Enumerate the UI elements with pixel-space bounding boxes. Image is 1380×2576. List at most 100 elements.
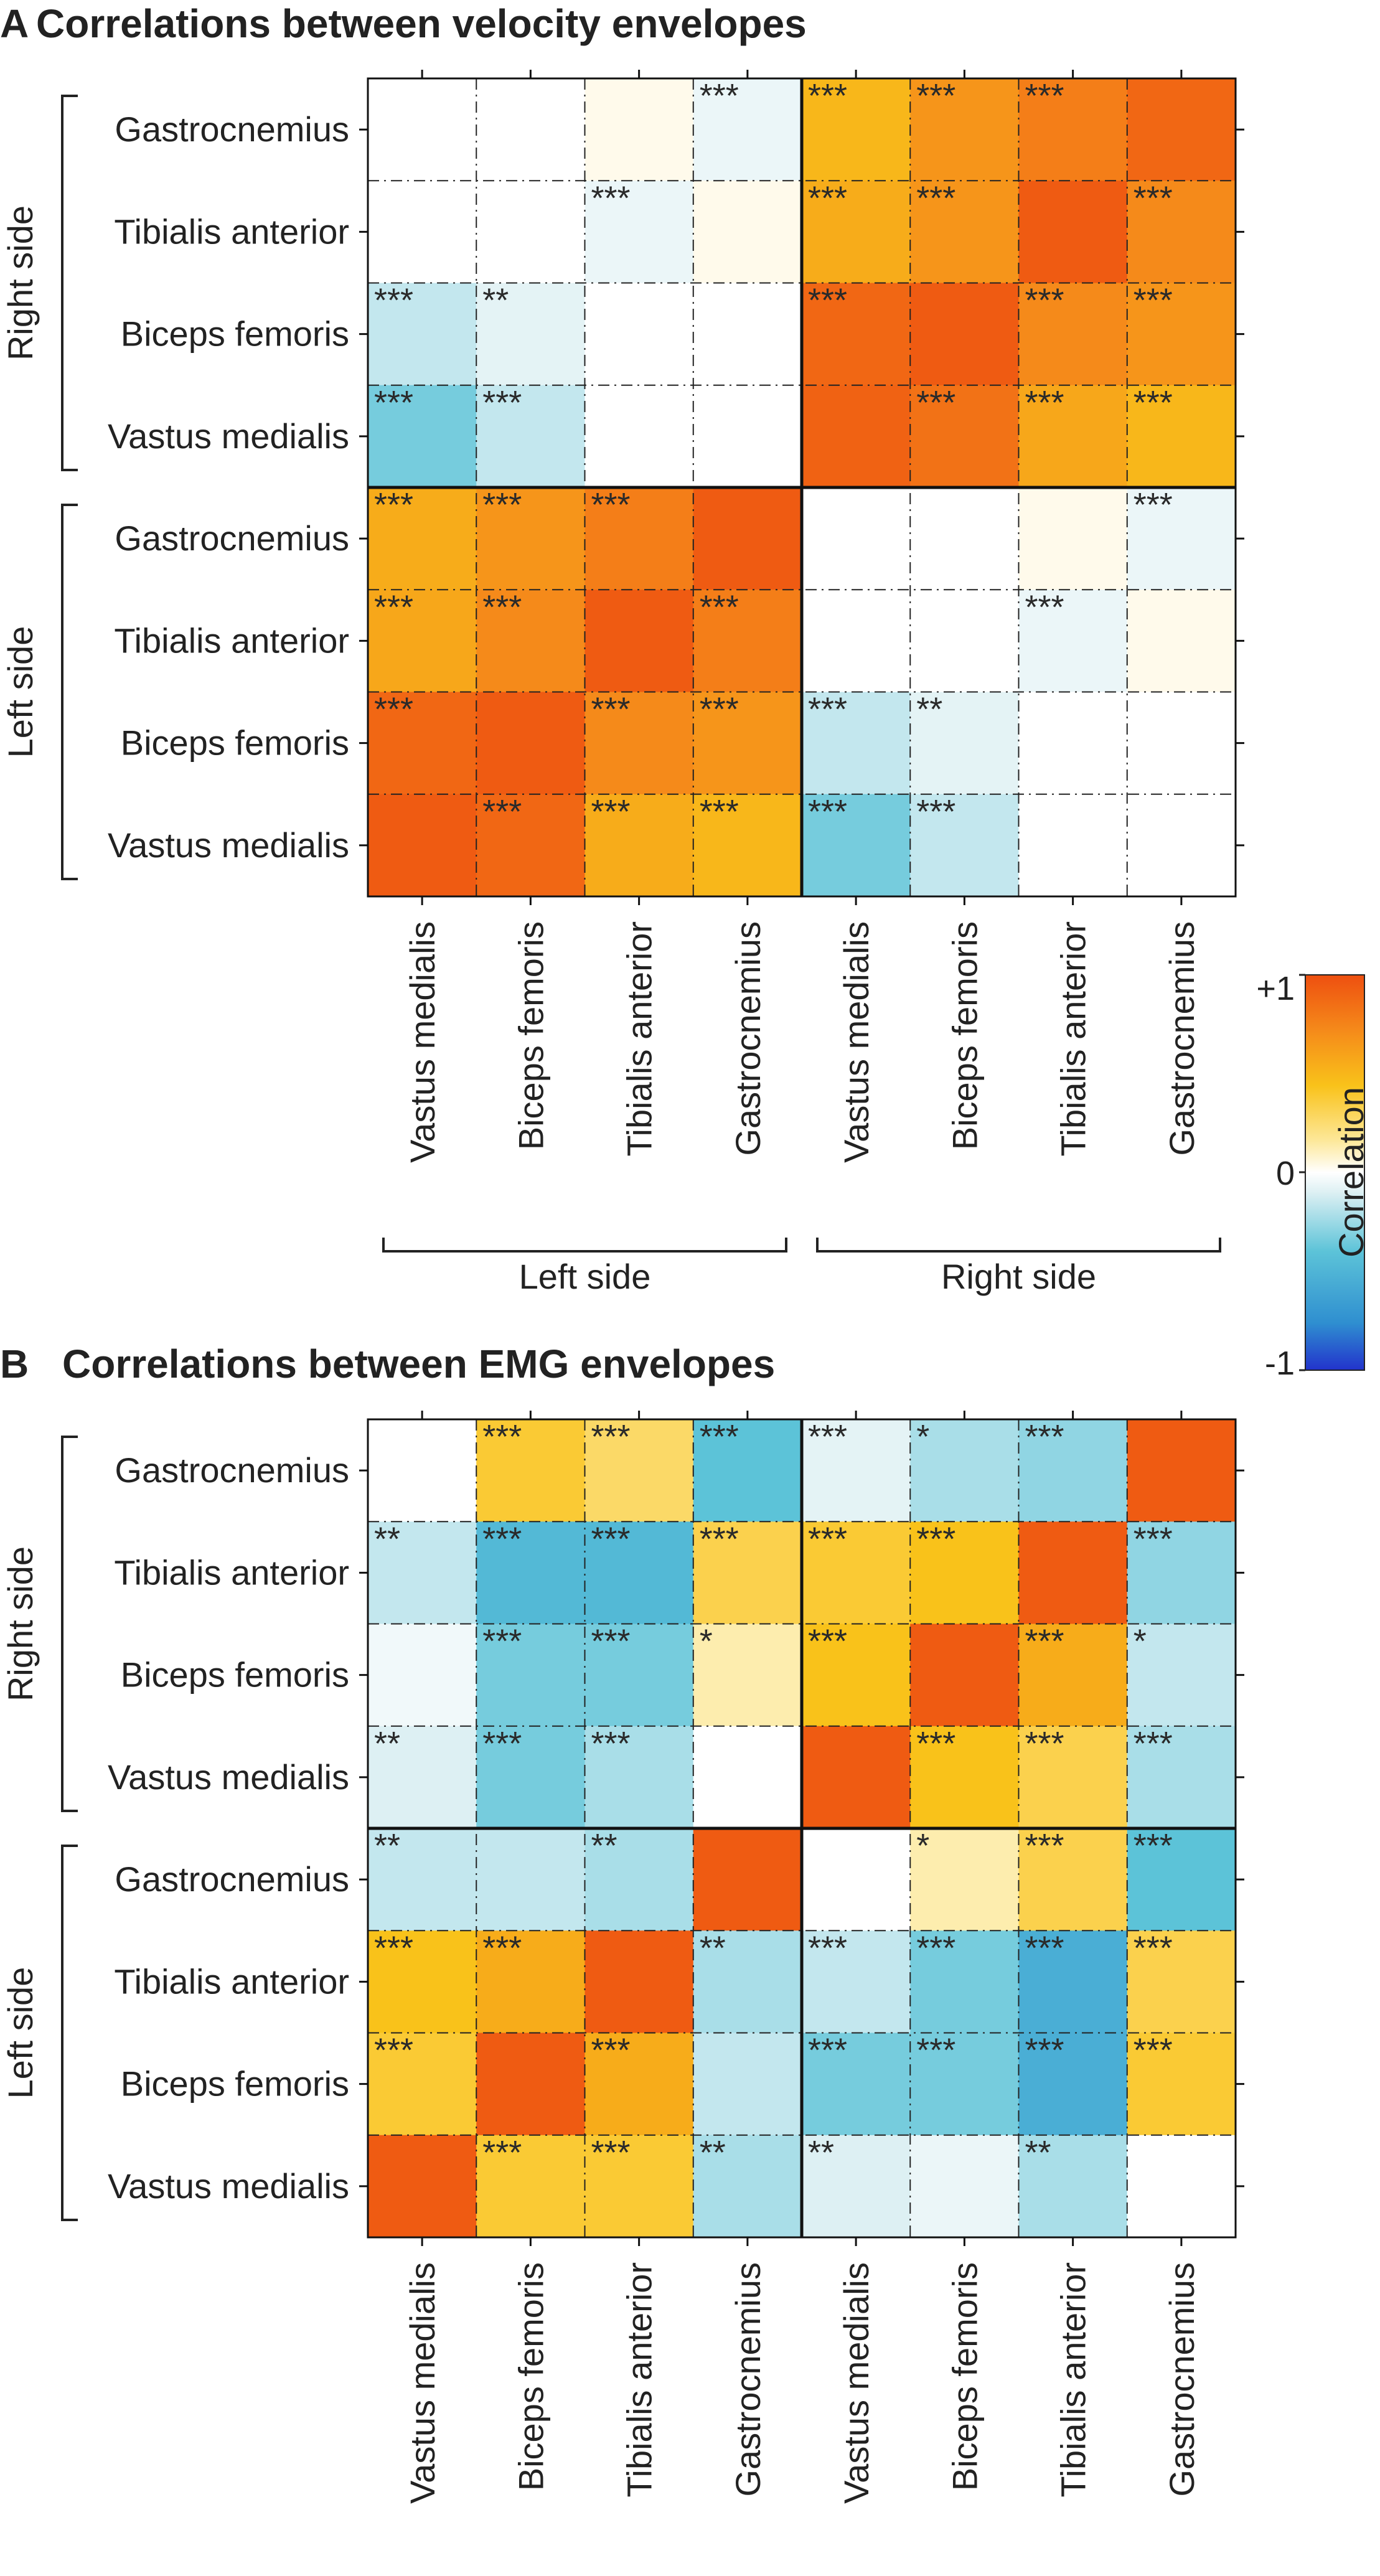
panel-a-cell bbox=[584, 181, 694, 283]
panel-a-significance-stars: *** bbox=[1025, 588, 1064, 626]
panel-a-column-label: Vastus medialis bbox=[403, 921, 442, 1163]
panel-b-cell bbox=[368, 1521, 477, 1624]
panel-b-significance-stars: *** bbox=[482, 1725, 522, 1762]
panel-a-significance-stars: *** bbox=[700, 691, 739, 728]
panel-a-cell bbox=[802, 78, 911, 181]
panel-b-cell bbox=[802, 2135, 911, 2238]
panel-a-cell bbox=[910, 181, 1019, 283]
panel-b-row-label: Tibialis anterior bbox=[114, 1962, 349, 2001]
panel-a-cell bbox=[910, 692, 1019, 795]
panel-b-significance-stars: ** bbox=[700, 2134, 726, 2171]
panel-a-significance-stars: *** bbox=[1134, 282, 1173, 319]
panel-b-cell bbox=[1018, 1419, 1128, 1522]
panel-b-row-label: Tibialis anterior bbox=[114, 1553, 349, 1592]
panel-a-significance-stars: *** bbox=[700, 77, 739, 115]
panel-b-column-label: Biceps femoris bbox=[945, 2262, 984, 2491]
panel-a-significance-stars: *** bbox=[374, 384, 413, 421]
panel-b-cell bbox=[584, 1521, 694, 1624]
panel-a-cell bbox=[802, 794, 911, 897]
panel-b-cell bbox=[693, 2033, 802, 2136]
panel-b-column-label: Gastrocnemius bbox=[728, 2262, 767, 2497]
panel-a-cell bbox=[1018, 181, 1128, 283]
panel-b-cell bbox=[476, 1930, 585, 2033]
panel-b-cell bbox=[584, 1828, 694, 1931]
colorbar-label: Correlation bbox=[1331, 1087, 1371, 1257]
panel-a-cell bbox=[693, 590, 802, 692]
panel-a-significance-stars: *** bbox=[808, 77, 847, 115]
panel-a-cell bbox=[368, 794, 477, 897]
panel-a-significance-stars: *** bbox=[916, 384, 955, 421]
panel-b-cell bbox=[1018, 2135, 1128, 2238]
panel-a-letter: A bbox=[0, 1, 29, 46]
panel-a-cell bbox=[368, 283, 477, 386]
panel-b-row-group-label: Right side bbox=[1, 1546, 40, 1701]
panel-a-cell bbox=[584, 283, 694, 386]
panel-b-significance-stars: *** bbox=[482, 2134, 522, 2171]
panel-a-row-label: Vastus medialis bbox=[108, 416, 349, 456]
panel-b-cell bbox=[802, 1930, 911, 2033]
panel-a-cell bbox=[368, 385, 477, 488]
panel-b-cell bbox=[802, 1521, 911, 1624]
panel-b-significance-stars: *** bbox=[916, 1725, 955, 1762]
panel-a-cell bbox=[584, 385, 694, 488]
colorbar-tick-label-top: +1 bbox=[1256, 970, 1295, 1007]
panel-b-column-label: Gastrocnemius bbox=[1162, 2262, 1201, 2497]
panel-a-column-label: Gastrocnemius bbox=[1162, 921, 1201, 1156]
panel-a-row-group-bracket bbox=[61, 95, 78, 471]
panel-a-significance-stars: *** bbox=[1134, 486, 1173, 524]
panel-b-column-label: Vastus medialis bbox=[403, 2262, 442, 2504]
panel-a-row-group-bracket bbox=[61, 504, 78, 880]
panel-b-significance-stars: *** bbox=[808, 1520, 847, 1558]
panel-a-cell bbox=[1127, 692, 1236, 795]
colorbar: +1 0 -1 Correlation bbox=[1256, 970, 1371, 1382]
panel-a-row-group-label: Left side bbox=[1, 626, 40, 758]
panel-b-cell bbox=[368, 2033, 477, 2136]
panel-b-cell bbox=[1018, 1828, 1128, 1931]
panel-b-cell bbox=[584, 2033, 694, 2136]
panel-b-cell bbox=[693, 1521, 802, 1624]
panel-a-cell bbox=[693, 487, 802, 590]
panel-a-cell bbox=[910, 794, 1019, 897]
panel-a-significance-stars: *** bbox=[808, 691, 847, 728]
panel-a-significance-stars: *** bbox=[700, 793, 739, 830]
panel-b-cell bbox=[693, 1624, 802, 1727]
panel-b-cell bbox=[584, 2135, 694, 2238]
panel-a-cell bbox=[1018, 385, 1128, 488]
panel-a-column-label: Tibialis anterior bbox=[1054, 921, 1093, 1157]
panel-a-cell bbox=[1018, 692, 1128, 795]
panel-b-significance-stars: ** bbox=[374, 1827, 400, 1864]
panel-a-column-label: Vastus medialis bbox=[837, 921, 876, 1163]
panel-a-significance-stars: *** bbox=[591, 486, 631, 524]
panel-b-row-group-label: Left side bbox=[1, 1967, 40, 2099]
panel-a-cell bbox=[1018, 487, 1128, 590]
colorbar-tick-label-bottom: -1 bbox=[1265, 1345, 1295, 1382]
panel-b-cell bbox=[802, 1419, 911, 1522]
panel-a-significance-stars: ** bbox=[916, 691, 942, 728]
panel-a-row-label: Vastus medialis bbox=[108, 825, 349, 865]
panel-b-significance-stars: * bbox=[700, 1623, 713, 1660]
panel-a-row-label: Gastrocnemius bbox=[115, 519, 349, 558]
panel-a-significance-stars: *** bbox=[916, 77, 955, 115]
panel-b-cell bbox=[1127, 2033, 1236, 2136]
panel-a-significance-stars: *** bbox=[1134, 384, 1173, 421]
panel-b-cell bbox=[910, 1624, 1019, 1727]
panel-b-cell bbox=[476, 2033, 585, 2136]
panel-a-column-label: Tibialis anterior bbox=[620, 921, 659, 1157]
panel-a-cell bbox=[476, 590, 585, 692]
panel-b-cell bbox=[802, 1828, 911, 1931]
panel-a-cell bbox=[476, 181, 585, 283]
panel-b-cell bbox=[1018, 1624, 1128, 1727]
panel-a-row-group-label: Right side bbox=[1, 205, 40, 360]
panel-b-row-label: Gastrocnemius bbox=[115, 1450, 349, 1490]
panel-b-significance-stars: *** bbox=[916, 2032, 955, 2069]
panel-b-significance-stars: *** bbox=[591, 2134, 631, 2171]
panel-b-significance-stars: *** bbox=[808, 1623, 847, 1660]
panel-a-significance-stars: *** bbox=[700, 588, 739, 626]
panel-a-column-group-label: Right side bbox=[941, 1257, 1096, 1296]
panel-b-significance-stars: ** bbox=[700, 1929, 726, 1967]
panel-a-cell bbox=[1127, 385, 1236, 488]
panel-a-significance-stars: *** bbox=[591, 691, 631, 728]
panel-a-cell bbox=[693, 385, 802, 488]
panel-b-grid: *** *** *** *** * ***** *** *** *** *** *** ****** *… bbox=[1, 1411, 1244, 2504]
panel-b-significance-stars: *** bbox=[700, 1418, 739, 1455]
